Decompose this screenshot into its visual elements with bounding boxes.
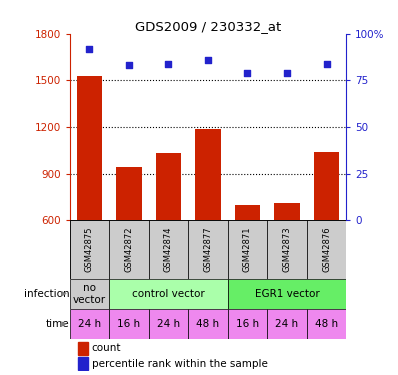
Bar: [267, 220, 307, 279]
Bar: [116, 167, 142, 220]
Title: GDS2009 / 230332_at: GDS2009 / 230332_at: [135, 20, 281, 33]
Bar: [78, 342, 88, 355]
Text: 48 h: 48 h: [196, 319, 220, 329]
Text: GSM42876: GSM42876: [322, 226, 331, 272]
Text: 24 h: 24 h: [157, 319, 180, 329]
Bar: [267, 309, 307, 339]
Bar: [195, 129, 221, 220]
Bar: [149, 309, 188, 339]
Point: [126, 63, 132, 69]
Text: GSM42872: GSM42872: [125, 226, 133, 272]
Text: GSM42873: GSM42873: [283, 226, 291, 272]
Bar: [188, 309, 228, 339]
Bar: [70, 279, 109, 309]
Bar: [235, 205, 260, 220]
Text: GSM42875: GSM42875: [85, 226, 94, 272]
Text: count: count: [92, 344, 121, 354]
Text: 16 h: 16 h: [236, 319, 259, 329]
Bar: [76, 76, 102, 220]
Text: infection: infection: [24, 289, 70, 299]
Bar: [307, 220, 346, 279]
Text: 16 h: 16 h: [117, 319, 140, 329]
Bar: [109, 279, 228, 309]
Text: 24 h: 24 h: [275, 319, 298, 329]
Text: no
vector: no vector: [73, 283, 106, 304]
Text: time: time: [46, 319, 70, 329]
Bar: [228, 220, 267, 279]
Bar: [314, 152, 339, 220]
Point: [205, 57, 211, 63]
Bar: [188, 220, 228, 279]
Point: [86, 46, 93, 52]
Text: control vector: control vector: [132, 289, 205, 299]
Text: percentile rank within the sample: percentile rank within the sample: [92, 358, 267, 369]
Bar: [228, 309, 267, 339]
Point: [165, 61, 172, 67]
Bar: [70, 220, 109, 279]
Point: [244, 70, 251, 76]
Bar: [307, 309, 346, 339]
Text: GSM42877: GSM42877: [203, 226, 213, 272]
Bar: [149, 220, 188, 279]
Bar: [70, 309, 109, 339]
Bar: [109, 220, 149, 279]
Bar: [274, 203, 300, 220]
Bar: [156, 153, 181, 220]
Text: GSM42871: GSM42871: [243, 226, 252, 272]
Bar: [109, 309, 149, 339]
Point: [284, 70, 290, 76]
Text: GSM42874: GSM42874: [164, 226, 173, 272]
Text: 48 h: 48 h: [315, 319, 338, 329]
Bar: [228, 279, 346, 309]
Text: 24 h: 24 h: [78, 319, 101, 329]
Point: [323, 61, 330, 67]
Text: EGR1 vector: EGR1 vector: [255, 289, 319, 299]
Bar: [78, 357, 88, 370]
